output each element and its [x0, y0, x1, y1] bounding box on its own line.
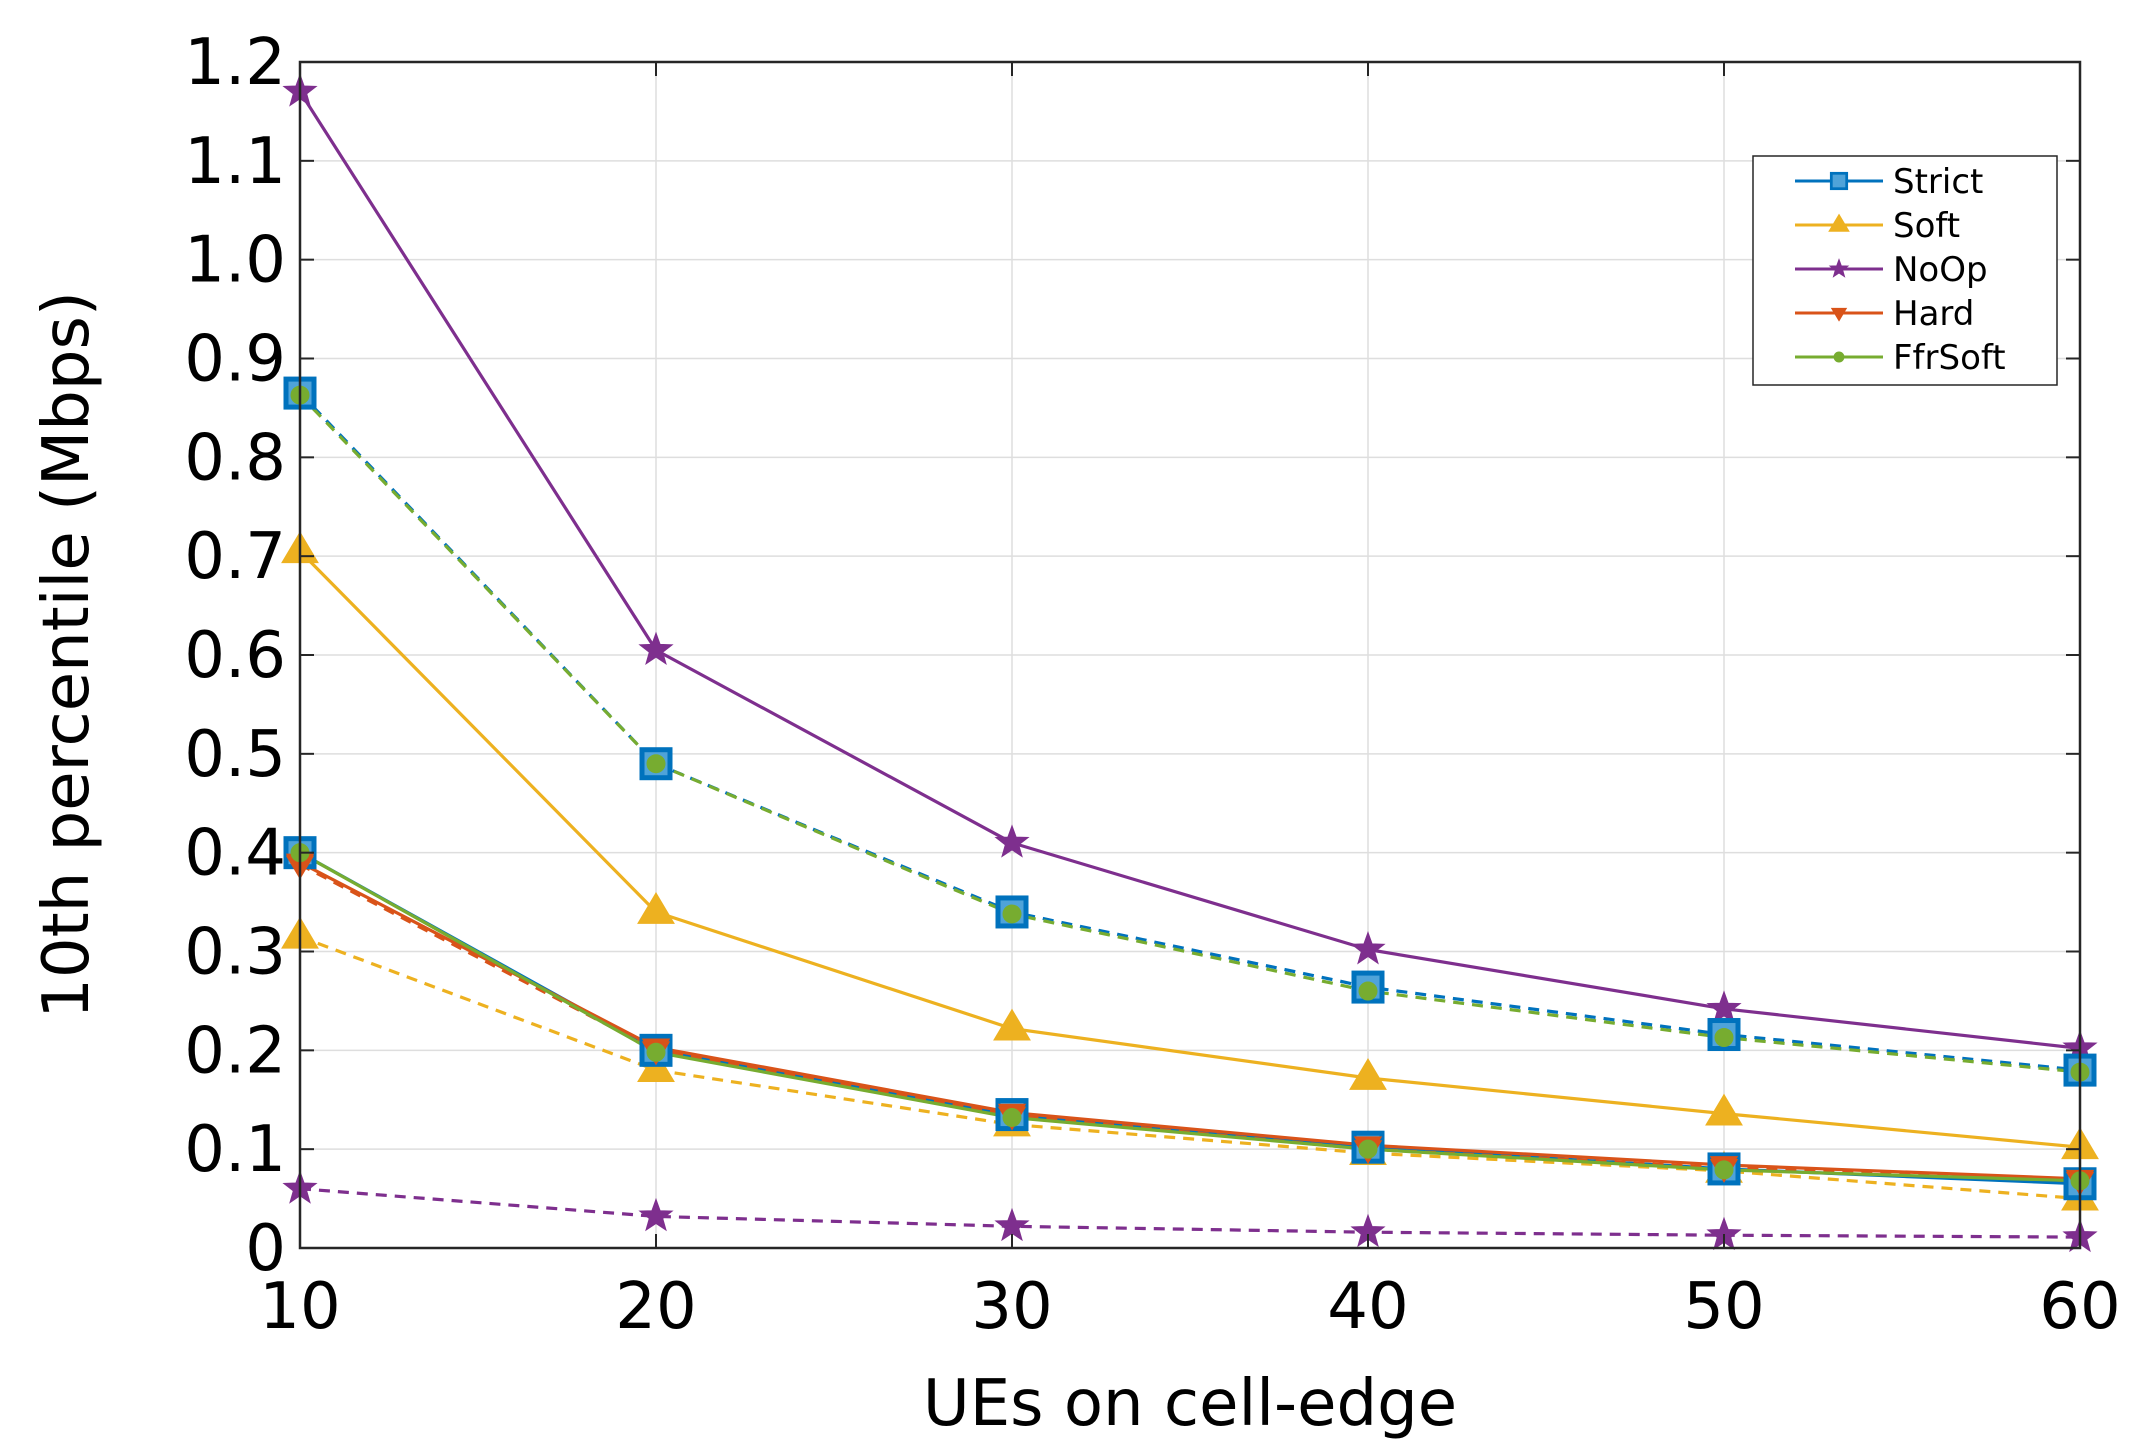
x-tick-label: 40 [1327, 1270, 1408, 1344]
x-tick-label: 30 [971, 1270, 1052, 1344]
x-axis-title: UEs on cell-edge [923, 1367, 1457, 1441]
series-line-soft-solid [298, 550, 2081, 1149]
y-tick-label: 0.7 [184, 520, 286, 594]
y-tick-label: 0.4 [184, 817, 286, 891]
circle-marker [646, 754, 666, 774]
series-line-noop-solid [298, 90, 2081, 1050]
x-tick-label: 10 [259, 1270, 340, 1344]
x-tick-label: 60 [2039, 1270, 2120, 1344]
circle-marker [646, 1042, 666, 1062]
series-lines [298, 90, 2081, 1239]
y-axis-title: 10th percentile (Mbps) [30, 291, 104, 1019]
legend-marker-ffrsoft [1833, 351, 1845, 363]
y-tick-label: 0.1 [184, 1113, 286, 1187]
circle-marker [1002, 904, 1022, 924]
y-tick-label: 0.8 [184, 421, 286, 495]
series-line-soft-dashed [299, 935, 2081, 1201]
legend-label-hard: Hard [1893, 294, 1974, 334]
legend-marker-soft [1828, 213, 1850, 232]
y-tick-label: 0.9 [184, 323, 286, 397]
axis-ticks: 0 0.1 0.2 0.3 0.4 0.5 0.6 0.7 0.8 0.9 1.0 1.1 1.2 10 2… [184, 26, 2121, 1344]
y-tick-label: 0.2 [184, 1014, 286, 1088]
circle-marker [1358, 1139, 1378, 1159]
circle-marker [1714, 1027, 1734, 1047]
y-tick-label: 0 [245, 1212, 286, 1286]
circle-marker [1002, 1108, 1022, 1128]
y-tick-label: 0.5 [184, 718, 286, 792]
y-tick-label: 1.0 [184, 224, 286, 298]
series-line-ffrsoft-dashed [298, 393, 2081, 1074]
star-marker [638, 631, 674, 665]
x-tick-label: 20 [615, 1270, 696, 1344]
y-tick-label: 0.6 [184, 619, 286, 693]
circle-marker [1358, 981, 1378, 1001]
y-tick-label: 0.3 [184, 916, 286, 990]
legend-label-noop: NoOp [1893, 250, 1988, 290]
legend-marker-hard [1830, 307, 1848, 322]
y-tick-label: 1.1 [184, 125, 286, 199]
x-tick-label: 50 [1683, 1270, 1764, 1344]
legend-marker-strict [1829, 171, 1849, 191]
triangle-marker [993, 1008, 1031, 1041]
y-tick-label: 1.2 [184, 26, 286, 100]
star-marker [994, 1207, 1030, 1242]
legend-marker-noop [1828, 258, 1850, 278]
series-line-hard-solid [299, 861, 2081, 1181]
triangle-marker [1705, 1093, 1743, 1126]
triangle-marker [637, 891, 675, 924]
series-line-noop-dashed [299, 1187, 2081, 1239]
legend-label-soft: Soft [1893, 206, 1960, 246]
legend-label-strict: Strict [1893, 162, 1983, 202]
legend-label-ffrsoft: FfrSoft [1893, 338, 2006, 378]
star-marker [1350, 931, 1386, 965]
series-line-ffrsoft-solid [299, 851, 2081, 1183]
star-marker [1706, 990, 1742, 1024]
circle-marker [1714, 1160, 1734, 1180]
star-marker [638, 1197, 674, 1232]
star-marker [994, 824, 1030, 858]
triangle-marker [1349, 1058, 1387, 1090]
